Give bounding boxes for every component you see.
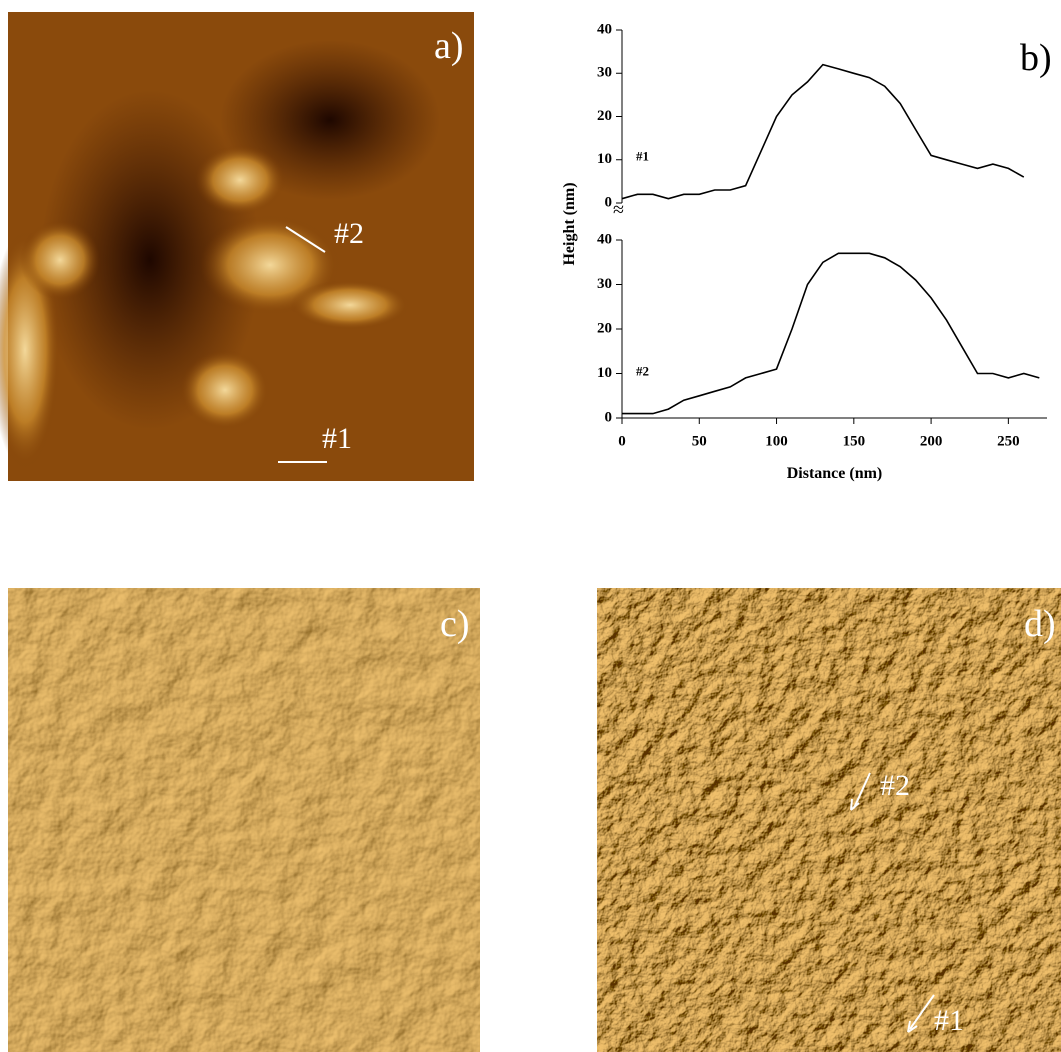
x-tick-label: 100: [765, 433, 788, 449]
panel-b: b) ≈ 0 10 20 30 40 Height (nm) #1 0 10 20 30 40 0 50 1…: [561, 21, 1052, 482]
arrow: [909, 994, 935, 1030]
x-tick-label: 200: [920, 433, 943, 449]
highlight: [180, 350, 270, 430]
panel-label: c): [440, 603, 470, 645]
annotation: #1: [934, 1004, 964, 1037]
highlight: [290, 280, 410, 330]
panel-label: b): [1020, 37, 1052, 79]
profile-line: [285, 226, 326, 253]
y-tick-label: 30: [597, 276, 612, 292]
x-tick-label: 150: [843, 433, 866, 449]
annotation: #2: [334, 217, 364, 250]
panel-d: d) #2 #1: [597, 588, 1061, 1052]
y-tick-label: 10: [597, 151, 612, 167]
panel-a: a) #2 #1: [0, 12, 474, 481]
y-tick-label: 40: [597, 231, 612, 247]
x-tick-label: 0: [618, 433, 626, 449]
line: [621, 63, 1025, 200]
highlight: [20, 220, 100, 300]
series-label: #1: [636, 149, 649, 164]
y-tick-label: 30: [597, 65, 612, 81]
x-axis-label: Distance (nm): [787, 465, 883, 482]
x-tick-label: 250: [997, 433, 1020, 449]
arrow: [853, 772, 871, 809]
y-tick-label: 0: [605, 409, 613, 425]
y-tick-label: 20: [597, 108, 612, 124]
panel-label: a): [434, 25, 464, 67]
arrowhead: [850, 798, 860, 811]
annotation: #1: [322, 422, 352, 455]
series-label: #2: [636, 364, 649, 379]
annotation: #2: [880, 769, 910, 802]
y-tick-label: 20: [597, 320, 612, 336]
line: [622, 252, 1040, 415]
arrowhead: [907, 1020, 918, 1033]
y-tick-label: 10: [597, 365, 612, 381]
axis-break: ≈: [613, 199, 624, 221]
y-axis-label: Height (nm): [561, 182, 578, 265]
afm-phase-image: [8, 588, 480, 1052]
x-tick-label: 50: [692, 433, 707, 449]
afm-phase-image: [597, 588, 1061, 1052]
panel-label: d): [1024, 603, 1056, 645]
highlight: [195, 145, 285, 215]
y-tick-label: 40: [597, 21, 612, 37]
panel-c: c): [8, 588, 480, 1052]
y-tick-label: 0: [605, 194, 613, 210]
